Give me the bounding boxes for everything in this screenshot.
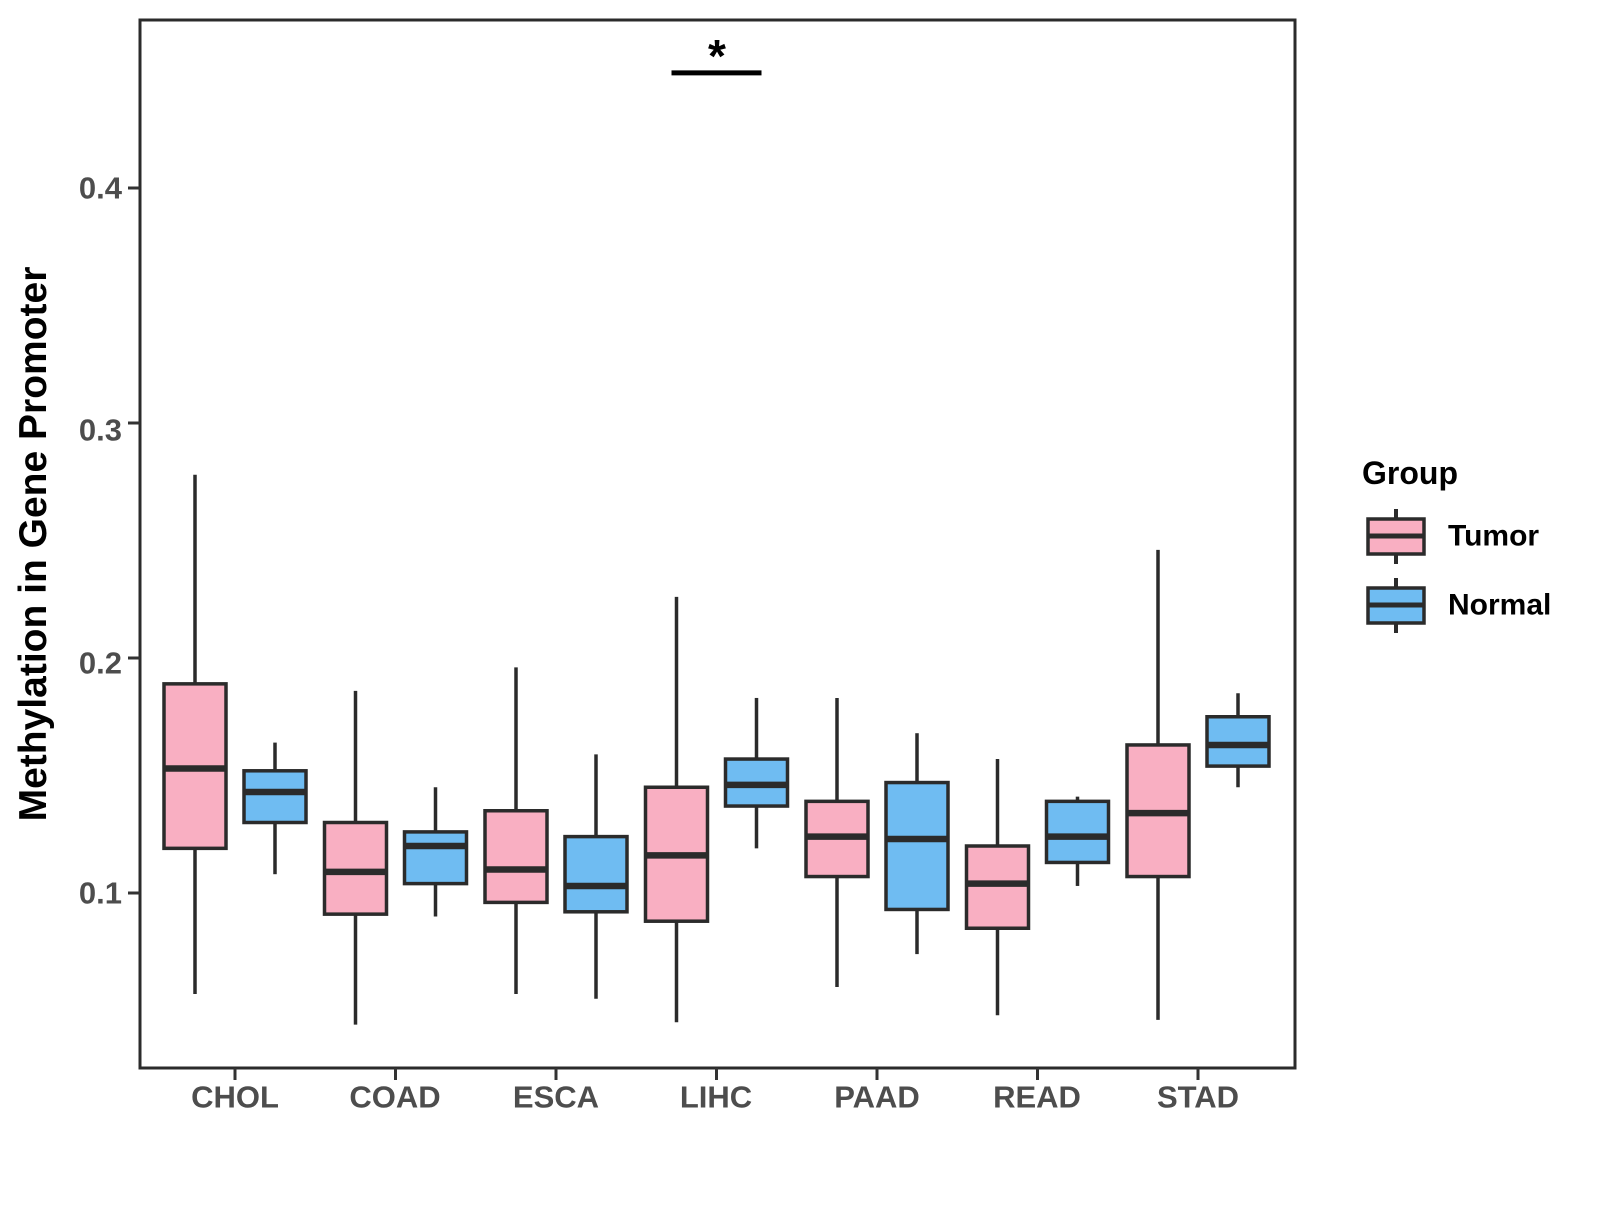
significance-asterisk: * [708, 30, 726, 82]
box-READ-Tumor [964, 844, 1031, 930]
x-tick-label-stad: STAD [1157, 1080, 1239, 1115]
box-COAD-Tumor [322, 820, 389, 916]
y-tick-label-0.4: 0.4 [79, 171, 123, 206]
plot-panel [138, 18, 1297, 1070]
x-tick-label-read: READ [993, 1080, 1081, 1115]
y-tick-label-0.2: 0.2 [79, 646, 122, 681]
legend-title: Group [1362, 455, 1458, 491]
box-PAAD-Normal [884, 780, 950, 912]
box-ESCA-Tumor [483, 809, 549, 905]
x-tick-label-paad: PAAD [834, 1080, 920, 1115]
legend-label-normal: Normal [1448, 589, 1551, 622]
x-tick-label-esca: ESCA [513, 1080, 599, 1115]
x-tick-label-chol: CHOL [191, 1080, 279, 1115]
x-tick-label-coad: COAD [349, 1080, 440, 1115]
x-tick-label-lihc: LIHC [680, 1080, 752, 1115]
y-axis-title: Methylation in Gene Promoter [12, 267, 55, 822]
box-READ-Normal [1044, 799, 1111, 865]
box-COAD-Normal [402, 830, 469, 886]
y-tick-label-0.1: 0.1 [79, 876, 122, 911]
legend-label-tumor: Tumor [1448, 520, 1539, 553]
y-tick-label-0.3: 0.3 [79, 413, 122, 448]
box-ESCA-Normal [563, 834, 629, 914]
chart-geometry [128, 18, 1426, 1080]
box-STAD-Normal [1205, 715, 1271, 768]
box-CHOL-Normal [242, 769, 308, 825]
